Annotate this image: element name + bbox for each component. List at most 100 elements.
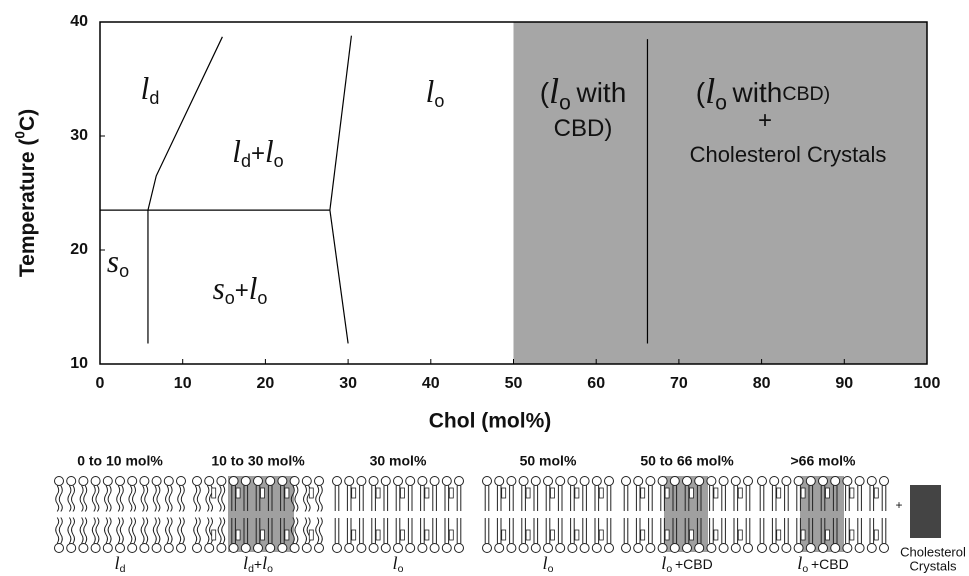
cholesterol <box>375 487 381 499</box>
lipid-head <box>694 476 705 486</box>
cholesterol <box>235 529 241 541</box>
text-part: CBD) <box>554 115 613 142</box>
lipid-tail <box>144 517 149 544</box>
lipid-head <box>216 476 227 486</box>
text-part: o <box>559 91 571 114</box>
cholesterol <box>284 529 290 541</box>
lipid-tail <box>156 485 161 512</box>
lipid-tail <box>303 517 307 544</box>
lipid-head <box>645 543 656 553</box>
text-part: l <box>265 134 274 169</box>
lipid-tail <box>165 485 169 512</box>
cholesterol <box>574 487 580 499</box>
cholesterol <box>501 487 507 499</box>
lipid-head <box>604 543 614 553</box>
cholesterol <box>713 529 719 541</box>
lipid-head <box>518 543 529 553</box>
lipid-tail <box>180 485 185 512</box>
lipid-tail <box>58 517 63 544</box>
lipid-head <box>669 476 680 486</box>
lipid-head <box>151 543 162 553</box>
x-tick-label: 40 <box>422 375 440 392</box>
lipid-tail <box>205 517 210 544</box>
lipid-head <box>301 543 312 553</box>
lipid-head <box>555 543 566 553</box>
lipid-head <box>277 476 288 486</box>
lipid-tail <box>168 485 173 512</box>
text-part: d <box>120 563 126 575</box>
region-label: Cholesterol Crystals <box>690 142 887 167</box>
lipid-head <box>151 476 162 486</box>
lipid-head <box>482 543 492 553</box>
lipid-head <box>265 543 276 553</box>
region-label: CBD) <box>554 115 613 142</box>
lipid-tail <box>91 517 96 544</box>
cholesterol <box>550 529 555 541</box>
cholesterol <box>689 487 694 499</box>
cholesterol <box>400 529 405 541</box>
y-tick-label: 20 <box>70 241 88 258</box>
plus-sign: + <box>895 498 902 512</box>
cholesterol <box>550 487 555 499</box>
text-part: l <box>249 271 258 306</box>
text-part: ( <box>540 77 550 108</box>
lipid-head <box>743 543 753 553</box>
lipid-head <box>830 543 841 553</box>
cholesterol <box>448 529 454 541</box>
lipid-tail <box>180 517 185 544</box>
text-part: d <box>149 88 159 108</box>
lipid-head <box>228 476 239 486</box>
lipid-head <box>805 476 816 486</box>
lipid-head <box>176 476 186 486</box>
cholesterol <box>284 487 290 499</box>
text-part: o <box>666 563 672 575</box>
lipid-head <box>332 543 342 553</box>
lipid-head <box>706 543 717 553</box>
x-tick-label: 50 <box>505 375 523 392</box>
lipid-head <box>645 476 656 486</box>
lipid-head <box>204 543 215 553</box>
lipid-head <box>66 476 77 486</box>
lipid-head <box>518 476 529 486</box>
panel-title: 10 to 30 mol% <box>211 453 305 469</box>
cholesterol <box>776 529 782 541</box>
lipid-head <box>90 543 101 553</box>
lipid-tail <box>71 517 75 544</box>
lipid-head <box>818 476 828 486</box>
lipid-tail <box>168 517 173 544</box>
text-part: o <box>548 563 554 575</box>
lipid-head <box>879 543 889 553</box>
lipid-tail <box>71 485 75 512</box>
cholesterol <box>574 529 580 541</box>
y-tick-label: 30 <box>70 127 88 144</box>
panel-label: ld <box>115 553 126 575</box>
cholesterol <box>713 487 719 499</box>
cholesterol <box>825 487 830 499</box>
lipid-head <box>356 476 367 486</box>
text-part: l <box>426 74 435 109</box>
region-label: ld+lo <box>232 134 283 171</box>
panel-label: lo <box>543 553 554 575</box>
cholesterol <box>849 529 855 541</box>
lipid-head <box>90 476 101 486</box>
cholesterol <box>737 529 743 541</box>
lipid-head <box>482 476 492 486</box>
lipid-head <box>240 543 251 553</box>
lipid-head <box>417 543 428 553</box>
cholesterol <box>211 487 217 499</box>
lipid-head <box>139 543 150 553</box>
lipid-tail <box>55 517 60 544</box>
lipid-tail <box>58 485 63 512</box>
panel-label: ld+lo <box>243 553 273 575</box>
lipid-head <box>604 476 614 486</box>
lipid-tail <box>152 517 157 544</box>
lipid-head <box>743 476 753 486</box>
lipid-head <box>163 476 174 486</box>
lipid-head <box>429 476 440 486</box>
lipid-head <box>441 543 452 553</box>
text-part: s <box>213 271 225 306</box>
lipid-tail <box>119 485 124 512</box>
text-part: +CBD <box>675 556 713 572</box>
text-part: o <box>225 288 235 308</box>
